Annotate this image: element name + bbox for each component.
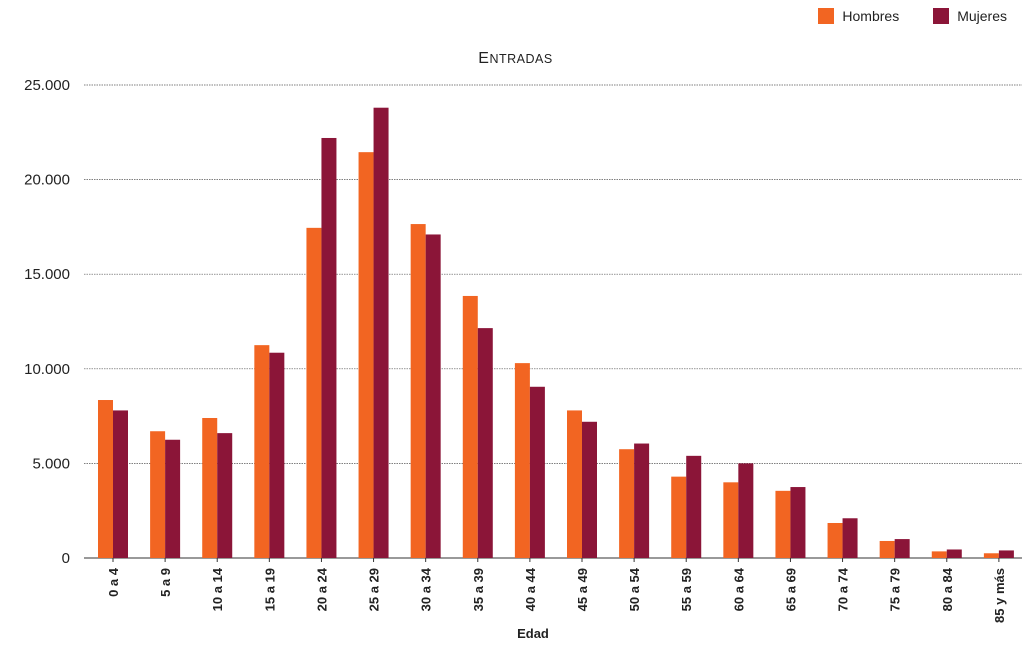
bar-mujeres <box>425 234 441 558</box>
bar-hombres <box>879 540 895 558</box>
x-tick-label: 75 a 79 <box>888 568 903 611</box>
x-tick-label: 10 a 14 <box>210 567 225 611</box>
y-tick-label: 25.000 <box>24 77 70 94</box>
y-tick-label: 10.000 <box>24 361 70 378</box>
bar-mujeres <box>894 539 910 558</box>
bar-mujeres <box>946 549 962 558</box>
x-tick-label: 80 a 84 <box>940 567 955 611</box>
bar-mujeres <box>373 107 389 558</box>
chart-title: ENTRADAS <box>0 50 1031 68</box>
bar-mujeres <box>321 137 337 558</box>
x-tick-label: 70 a 74 <box>836 567 851 611</box>
bar-mujeres <box>529 386 545 558</box>
bar-hombres <box>150 431 166 558</box>
bar-mujeres <box>582 421 597 558</box>
legend-swatch-mujeres <box>933 8 950 24</box>
bar-mujeres <box>477 328 493 558</box>
x-tick-label: 55 a 59 <box>679 568 694 611</box>
x-tick-label: 25 a 29 <box>367 568 382 611</box>
x-tick-label: 85 y más <box>992 568 1007 623</box>
legend-label-hombres: Hombres <box>842 8 900 24</box>
bar-mujeres <box>686 455 702 558</box>
bar-mujeres <box>790 487 806 558</box>
legend-item-hombres[interactable]: Hombres <box>818 8 899 24</box>
bar-hombres <box>671 476 687 558</box>
bar-hombres <box>462 295 478 558</box>
bar-hombres <box>514 363 530 558</box>
bar-hombres <box>306 227 322 558</box>
y-tick-label: 20.000 <box>24 172 70 189</box>
legend: Hombres Mujeres <box>818 8 1007 24</box>
bar-mujeres <box>217 433 233 558</box>
bar-mujeres <box>998 550 1014 558</box>
bar-hombres <box>827 522 843 558</box>
bar-hombres <box>254 345 270 558</box>
x-tick-label: 60 a 64 <box>731 567 746 611</box>
bar-mujeres <box>842 518 858 558</box>
bar-hombres <box>931 551 947 558</box>
x-tick-label: 50 a 54 <box>627 567 642 611</box>
x-tick-label: 45 a 49 <box>575 568 590 611</box>
bar-hombres <box>202 417 218 558</box>
x-tick-label: 15 a 19 <box>262 568 277 611</box>
bar-hombres <box>358 152 374 558</box>
y-tick-label: 15.000 <box>24 266 70 283</box>
bar-hombres <box>723 482 739 558</box>
legend-label-mujeres: Mujeres <box>957 8 1007 24</box>
bar-mujeres <box>269 352 285 558</box>
y-tick-label: 5.000 <box>32 455 70 472</box>
bar-mujeres <box>113 410 128 558</box>
bar-hombres <box>567 410 582 558</box>
x-tick-label: 5 a 9 <box>158 568 173 597</box>
bar-hombres <box>983 553 999 558</box>
legend-item-mujeres[interactable]: Mujeres <box>933 8 1007 24</box>
chart-title-rest: NTRADAS <box>489 52 553 66</box>
bar-mujeres <box>738 463 754 558</box>
x-axis-label: Edad <box>517 626 549 641</box>
bar-hombres <box>410 224 426 558</box>
x-tick-label: 40 a 44 <box>523 567 538 611</box>
bar-mujeres <box>634 443 650 558</box>
bar-hombres <box>619 449 635 558</box>
bar-hombres <box>775 490 791 558</box>
chart-title-initial: E <box>478 50 490 67</box>
x-tick-label: 35 a 39 <box>471 568 486 611</box>
x-tick-label: 0 a 4 <box>106 567 121 597</box>
x-tick-label: 20 a 24 <box>314 567 329 611</box>
x-tick-label: 30 a 34 <box>419 567 434 611</box>
legend-swatch-hombres <box>818 8 835 24</box>
y-tick-label: 0 <box>62 550 70 567</box>
bar-hombres <box>98 400 113 558</box>
x-tick-label: 65 a 69 <box>783 568 798 611</box>
bar-mujeres <box>165 439 181 558</box>
